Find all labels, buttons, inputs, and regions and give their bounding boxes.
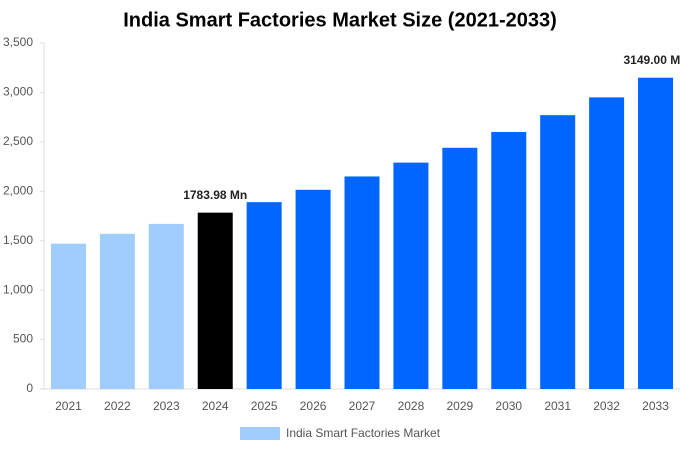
data-label: 3149.00 Mn: [624, 53, 680, 67]
bar: [344, 176, 380, 389]
x-tick-label: 2024: [202, 399, 229, 413]
y-tick-label: 2,500: [3, 134, 33, 148]
data-label: 1783.98 Mn: [183, 188, 247, 202]
bar: [148, 223, 184, 389]
y-tick-label: 3,000: [3, 85, 33, 99]
y-tick-label: 500: [13, 332, 33, 346]
bar: [589, 97, 625, 389]
bar: [442, 147, 478, 389]
bar: [99, 233, 135, 389]
bar: [246, 202, 282, 389]
x-tick-label: 2030: [495, 399, 522, 413]
y-tick-label: 1,500: [3, 233, 33, 247]
x-tick-label: 2031: [544, 399, 571, 413]
bar: [540, 115, 576, 389]
x-tick-label: 2028: [398, 399, 425, 413]
x-tick-label: 2027: [349, 399, 376, 413]
x-tick-label: 2023: [153, 399, 180, 413]
y-tick-label: 0: [26, 381, 33, 395]
chart-title: India Smart Factories Market Size (2021-…: [123, 9, 557, 31]
bar: [50, 243, 86, 389]
legend-label: India Smart Factories Market: [286, 426, 441, 440]
x-tick-label: 2022: [104, 399, 131, 413]
bar: [393, 162, 429, 389]
bar: [491, 131, 527, 389]
x-tick-label: 2033: [642, 399, 669, 413]
x-tick-label: 2025: [251, 399, 278, 413]
y-tick-label: 2,000: [3, 183, 33, 197]
bar: [197, 212, 233, 389]
x-tick-label: 2029: [446, 399, 473, 413]
x-tick-label: 2032: [593, 399, 620, 413]
y-tick-label: 3,500: [3, 35, 33, 49]
bar: [295, 189, 331, 389]
x-tick-label: 2021: [55, 399, 82, 413]
y-tick-label: 1,000: [3, 282, 33, 296]
legend-swatch: [240, 427, 280, 440]
bar: [638, 77, 674, 390]
x-tick-label: 2026: [300, 399, 327, 413]
